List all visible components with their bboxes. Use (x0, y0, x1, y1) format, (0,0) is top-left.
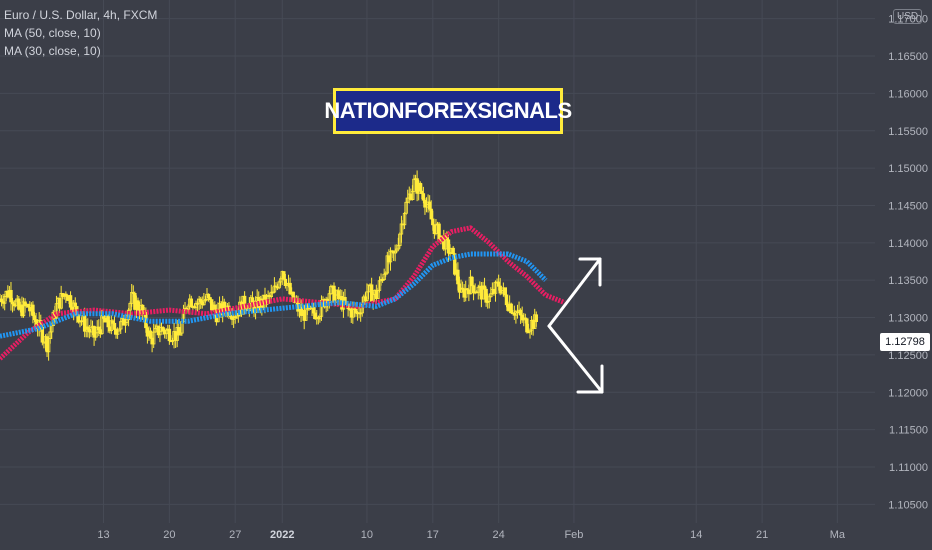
candle-body (429, 208, 433, 220)
candle-body (421, 193, 426, 201)
y-tick-label: 1.11500 (889, 425, 928, 437)
legend-ma50[interactable]: MA (50, close, 10) (4, 26, 101, 40)
x-tick-label: 10 (361, 529, 373, 541)
candle-body (418, 182, 422, 192)
x-tick-label: 17 (427, 529, 439, 541)
candle-body (503, 287, 507, 296)
price-axis[interactable]: 1.17000 1.16500 1.16000 1.15500 1.15000 1.145… (888, 14, 928, 512)
y-tick-label: 1.16000 (888, 88, 928, 100)
candle-body (431, 218, 435, 226)
candle-body (31, 304, 35, 317)
moving-averages (0, 225, 566, 361)
candle-body (112, 322, 117, 330)
candle-body (9, 289, 13, 303)
y-tick-label: 1.16500 (888, 51, 928, 63)
y-tick-label: 1.14000 (888, 238, 928, 250)
y-tick-label: 1.14500 (888, 200, 928, 212)
candle-body (136, 300, 140, 311)
candle-body (482, 285, 487, 290)
candle-body (446, 239, 451, 254)
candle-body (68, 295, 73, 308)
candle-body (484, 288, 488, 303)
candle-body (167, 328, 172, 342)
candle-body (106, 315, 110, 328)
candle-body (311, 307, 316, 314)
candle-body (250, 297, 255, 304)
x-tick-label: 27 (229, 529, 241, 541)
candle-body (518, 309, 523, 316)
candle-body (534, 314, 538, 323)
candle-body (451, 247, 455, 255)
candle-body (26, 304, 30, 308)
x-tick-label: Feb (564, 529, 583, 541)
arrow-up (547, 257, 602, 328)
x-tick-label: 13 (97, 529, 109, 541)
banner-text: NATIONFOREXSIGNALS (324, 98, 572, 123)
candle-body (32, 315, 37, 320)
y-tick-label: 1.15500 (888, 126, 928, 138)
ma50-line (0, 251, 548, 339)
candle-body (496, 281, 501, 287)
symbol-title[interactable]: Euro / U.S. Dollar, 4h, FXCM (4, 8, 158, 22)
candle-body (427, 201, 432, 210)
candles-series (0, 170, 538, 361)
y-tick-label: 1.13500 (888, 275, 928, 287)
y-tick-label: 1.11000 (889, 462, 928, 474)
y-tick-label: 1.12000 (888, 387, 928, 399)
chart-legend: Euro / U.S. Dollar, 4h, FXCM MA (50, clo… (4, 6, 157, 60)
candle-body (161, 327, 165, 332)
arrow-up-head (578, 257, 602, 287)
grid-lines (0, 0, 875, 523)
x-tick-label: 20 (163, 529, 175, 541)
candle-body (73, 302, 77, 307)
y-tick-label: 1.17000 (888, 14, 928, 26)
x-tick-label: 2022 (270, 529, 294, 541)
candle-body (148, 330, 153, 339)
last-price-tag: 1.12798 (880, 333, 930, 351)
time-axis[interactable]: 13 20 27 2022 10 17 24 Feb 14 21 Ma (97, 529, 846, 541)
candle-body (282, 271, 286, 280)
y-tick-label: 1.15000 (888, 163, 928, 175)
x-tick-label: 21 (756, 529, 768, 541)
candle-body (470, 276, 474, 287)
candle-body (509, 303, 513, 314)
arrow-down (547, 324, 604, 394)
legend-ma30[interactable]: MA (30, close, 10) (4, 44, 101, 58)
y-tick-label: 1.10500 (888, 499, 928, 511)
projection-arrows (547, 257, 604, 394)
y-tick-label: 1.13000 (888, 313, 928, 325)
y-tick-label: 1.12500 (888, 350, 928, 362)
watermark-banner: NATIONFOREXSIGNALS (324, 88, 572, 134)
candle-body (199, 298, 203, 303)
candle-body (206, 293, 211, 298)
candle-body (0, 298, 4, 303)
candle-body (456, 269, 460, 285)
x-tick-label: Ma (830, 529, 846, 541)
candle-body (189, 298, 194, 308)
candle-body (504, 294, 509, 306)
currency-badge[interactable]: USD (893, 9, 923, 24)
candle-body (525, 318, 529, 333)
x-tick-label: 14 (690, 529, 702, 541)
arrow-down-head (576, 364, 604, 394)
x-tick-label: 24 (493, 529, 505, 541)
